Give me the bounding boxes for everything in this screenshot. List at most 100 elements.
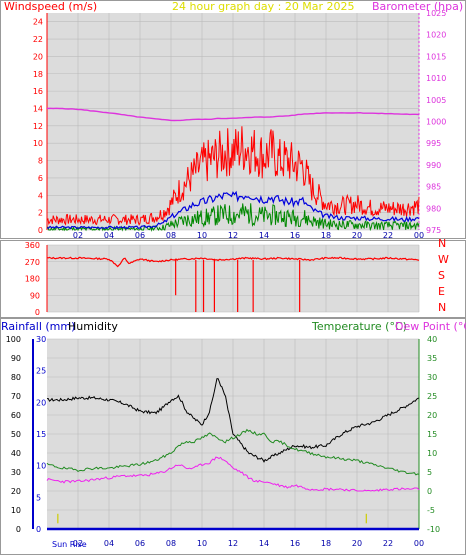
time-tick-label: 18 — [321, 539, 331, 548]
rainfall-tick-label: 20 — [36, 398, 46, 407]
compass-label: E — [438, 285, 445, 298]
time-tick-label: 22 — [383, 539, 393, 548]
barometer-line — [46, 107, 420, 122]
windspeed-axis-label: Windspeed (m/s) — [4, 0, 97, 13]
rainfall-tick-label: 30 — [36, 335, 46, 344]
barometer-tick-label: 1020 — [426, 31, 446, 40]
time-tick-label: 22 — [383, 231, 393, 240]
humidity-tick-label: 20 — [11, 487, 21, 496]
barometer-tick-label: 985 — [426, 183, 441, 192]
compass-label: W — [438, 253, 449, 266]
direction-tick-label: 0 — [35, 308, 40, 317]
direction-tick-label: 90 — [30, 291, 40, 300]
time-tick-label: 00 — [414, 539, 424, 548]
humidity-tick-label: 10 — [11, 506, 21, 515]
windspeed-tick-label: 18 — [33, 70, 43, 79]
barometer-tick-label: 990 — [426, 161, 441, 170]
windspeed-tick-label: 6 — [38, 174, 43, 183]
windspeed-tick-label: 16 — [33, 87, 43, 96]
temperature-tick-label: 40 — [427, 335, 437, 344]
compass-label: S — [438, 269, 445, 282]
time-tick-label: 08 — [166, 539, 176, 548]
temperature-line — [46, 428, 420, 476]
time-tick-label: 08 — [166, 231, 176, 240]
time-tick-label: 00 — [414, 231, 424, 240]
chart-title: 24 hour graph day : 20 Mar 2025 — [172, 0, 355, 13]
temperature-tick-label: 10 — [427, 449, 437, 458]
temperature-tick-label: 0 — [427, 487, 432, 496]
time-tick-label: 16 — [290, 539, 300, 548]
dewpoint-line — [46, 456, 420, 492]
windspeed-tick-label: 2 — [38, 209, 43, 218]
windspeed-tick-label: 4 — [38, 191, 43, 200]
time-tick-label: 12 — [228, 231, 238, 240]
rainfall-tick-label: 15 — [36, 430, 46, 439]
wind-average-line — [46, 190, 420, 230]
humidity-tick-label: 90 — [11, 354, 21, 363]
sunrise-label: Sun Rise — [52, 540, 87, 549]
humidity-axis-label: Humidity — [68, 320, 118, 333]
windspeed-tick-label: 14 — [33, 104, 43, 113]
barometer-axis-label: Barometer (hpa) — [372, 0, 463, 13]
windspeed-tick-label: 8 — [38, 157, 43, 166]
time-tick-label: 18 — [321, 231, 331, 240]
windspeed-tick-label: 24 — [33, 18, 43, 27]
time-tick-label: 06 — [135, 539, 145, 548]
barometer-tick-label: 995 — [426, 139, 441, 148]
time-tick-label: 16 — [290, 231, 300, 240]
barometer-tick-label: 980 — [426, 204, 441, 213]
humidity-tick-label: 30 — [11, 468, 21, 477]
dewpoint-axis-label: Dew Point (°C) — [395, 320, 466, 333]
barometer-tick-label: 1010 — [426, 74, 446, 83]
humidity-tick-label: 80 — [11, 373, 21, 382]
time-tick-label: 02 — [73, 231, 83, 240]
time-tick-label: 02 — [73, 539, 83, 548]
rainfall-tick-label: 25 — [36, 367, 46, 376]
windspeed-tick-label: 12 — [33, 122, 43, 131]
direction-tick-label: 180 — [25, 275, 40, 284]
time-tick-label: 10 — [197, 539, 207, 548]
temperature-tick-label: -10 — [427, 525, 440, 534]
compass-label: N — [438, 237, 446, 250]
temperature-tick-label: 35 — [427, 354, 437, 363]
temperature-tick-label: 15 — [427, 430, 437, 439]
time-tick-label: 10 — [197, 231, 207, 240]
windspeed-tick-label: 10 — [33, 139, 43, 148]
rainfall-tick-label: 10 — [36, 462, 46, 471]
wind-low-line — [46, 203, 420, 232]
time-tick-label: 04 — [104, 539, 114, 548]
barometer-tick-label: 975 — [426, 226, 441, 235]
temperature-tick-label: 20 — [427, 411, 437, 420]
barometer-tick-label: 1015 — [426, 52, 446, 61]
humidity-line — [46, 378, 420, 463]
time-tick-label: 20 — [352, 231, 362, 240]
windspeed-tick-label: 22 — [33, 35, 43, 44]
time-tick-label: 20 — [352, 539, 362, 548]
barometer-tick-label: 1025 — [426, 9, 446, 18]
barometer-tick-label: 1000 — [426, 118, 446, 127]
humidity-tick-label: 50 — [11, 430, 21, 439]
rainfall-axis-label: Rainfall (mm) — [1, 320, 75, 333]
humidity-tick-label: 60 — [11, 411, 21, 420]
time-tick-label: 06 — [135, 231, 145, 240]
humidity-tick-label: 70 — [11, 392, 21, 401]
temperature-tick-label: 25 — [427, 392, 437, 401]
windspeed-tick-label: 20 — [33, 52, 43, 61]
temperature-tick-label: -5 — [427, 506, 435, 515]
rainfall-tick-label: 0 — [36, 525, 41, 534]
wind-gust-line — [46, 126, 420, 226]
rainfall-tick-label: 5 — [36, 493, 41, 502]
humidity-tick-label: 0 — [16, 525, 21, 534]
compass-label: N — [438, 301, 446, 314]
wind-direction-line — [46, 256, 420, 268]
time-tick-label: 14 — [259, 539, 269, 548]
temperature-axis-label: Temperature (°C) — [311, 320, 407, 333]
time-tick-label: 12 — [228, 539, 238, 548]
humidity-tick-label: 40 — [11, 449, 21, 458]
direction-tick-label: 360 — [25, 241, 40, 250]
windspeed-tick-label: 0 — [38, 226, 43, 235]
time-tick-label: 14 — [259, 231, 269, 240]
temperature-tick-label: 5 — [427, 468, 432, 477]
temperature-tick-label: 30 — [427, 373, 437, 382]
